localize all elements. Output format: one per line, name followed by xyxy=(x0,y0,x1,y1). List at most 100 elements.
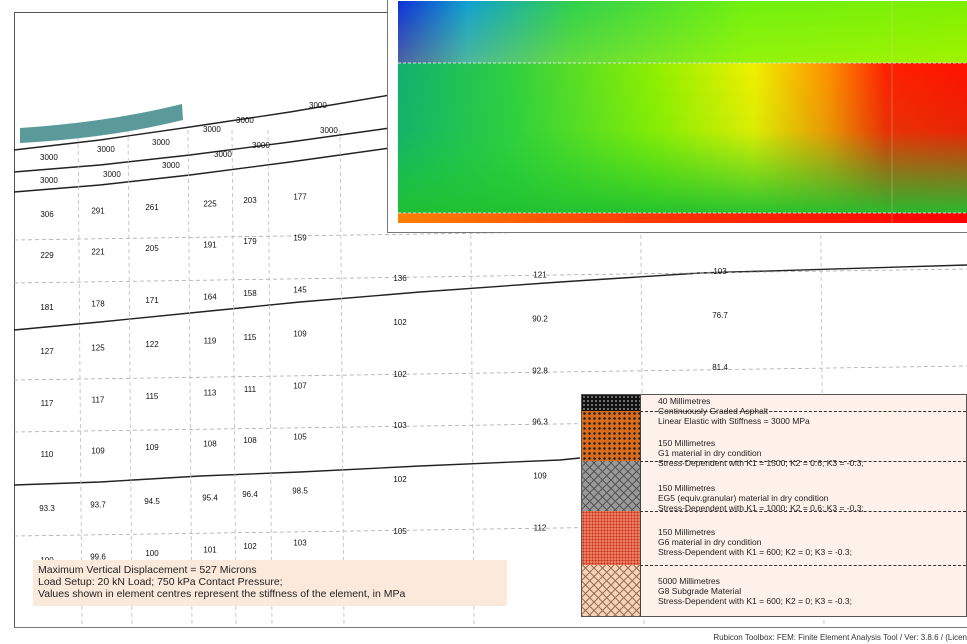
stiffness-value-label: 117 xyxy=(41,399,54,408)
stiffness-value-label: 261 xyxy=(145,203,159,212)
stiffness-value-label: 291 xyxy=(91,207,105,216)
stiffness-value-label: 103 xyxy=(393,421,407,430)
mesh-grid-line xyxy=(127,129,133,628)
layer-separator xyxy=(640,565,966,566)
layer-description: 5000 Millimetres G8 Subgrade Material Stre… xyxy=(658,576,852,606)
layer-pattern-swatch xyxy=(582,511,641,565)
layer-thickness: 150 Millimetres xyxy=(658,527,716,537)
values-note-text: Values shown in element centres represen… xyxy=(38,588,406,600)
stiffness-value-label: 101 xyxy=(203,546,217,555)
asphalt-stiffness-label: 3000 xyxy=(214,150,232,159)
layer-interface-line xyxy=(13,94,391,151)
asphalt-stiffness-label: 3000 xyxy=(97,145,115,154)
layer-thickness: 40 Millimetres xyxy=(658,396,711,406)
layer-pattern-swatch xyxy=(582,565,641,616)
layer-pattern-swatch xyxy=(582,461,641,511)
stiffness-value-label: 191 xyxy=(203,241,217,250)
legend-layer: 150 Millimetres G6 material in dry condit… xyxy=(582,511,966,565)
layer-model: Linear Elastic with Stiffness = 3000 MPa xyxy=(658,416,810,426)
stiffness-value-label: 109 xyxy=(145,443,159,452)
stiffness-value-label: 221 xyxy=(91,248,105,257)
legend-layer: 40 Millimetres Continuously Graded Asphal… xyxy=(582,395,966,426)
stiffness-value-label: 181 xyxy=(40,303,54,312)
stiffness-value-label: 306 xyxy=(40,210,54,219)
stiffness-value-label: 115 xyxy=(146,392,159,401)
legend-layer: 150 Millimetres G1 material in dry condit… xyxy=(582,411,966,468)
frame-left-border xyxy=(14,12,15,627)
stiffness-value-label: 125 xyxy=(91,344,105,353)
stiffness-value-label: 103 xyxy=(293,539,307,548)
frame-bottom-border xyxy=(14,627,967,628)
asphalt-stiffness-label: 3000 xyxy=(103,170,121,179)
contour-graphic xyxy=(398,1,967,223)
asphalt-stiffness-label: 3000 xyxy=(40,153,58,162)
mesh-grid-line xyxy=(267,129,273,628)
layer-separator xyxy=(640,511,966,512)
stiffness-value-label: 178 xyxy=(91,300,105,309)
stiffness-value-label: 159 xyxy=(293,234,307,243)
asphalt-stiffness-label: 3000 xyxy=(40,176,58,185)
stiffness-value-label: 115 xyxy=(244,333,257,342)
mesh-grid-line xyxy=(187,129,193,628)
stiffness-value-label: 117 xyxy=(92,396,105,405)
legend-layer: 5000 Millimetres G8 Subgrade Material Stre… xyxy=(582,565,966,616)
stiffness-value-label: 113 xyxy=(204,389,217,398)
stiffness-value-label: 105 xyxy=(293,433,307,442)
layer-thickness: 5000 Millimetres xyxy=(658,576,720,586)
stress-contour-plot xyxy=(387,0,967,233)
layer-pattern-swatch xyxy=(582,395,641,411)
stiffness-value-label: 96.3 xyxy=(532,418,548,427)
stiffness-value-label: 111 xyxy=(244,385,257,394)
stiffness-value-label: 99.6 xyxy=(90,553,106,562)
stiffness-value-label: 127 xyxy=(40,347,54,356)
layer-thickness: 150 Millimetres xyxy=(658,483,716,493)
layer-separator xyxy=(640,411,966,412)
layer-description: 150 Millimetres EG5 (equiv.granular) mate… xyxy=(658,483,864,513)
stiffness-value-label: 90.2 xyxy=(532,315,548,324)
stiffness-value-label: 203 xyxy=(243,196,257,205)
stiffness-value-label: 98.5 xyxy=(292,487,308,496)
stiffness-value-label: 102 xyxy=(243,542,257,551)
stiffness-value-label: 76.7 xyxy=(712,311,728,320)
layer-material: EG5 (equiv.granular) material in dry con… xyxy=(658,493,829,503)
layer-thickness: 150 Millimetres xyxy=(658,438,716,448)
stiffness-value-label: 103 xyxy=(713,267,727,276)
mesh-grid-line xyxy=(13,365,967,381)
stiffness-value-label: 95.4 xyxy=(202,494,218,503)
stiffness-value-label: 119 xyxy=(204,337,217,346)
layer-interface-line xyxy=(13,127,391,173)
stiffness-value-label: 164 xyxy=(203,293,217,302)
footer-version-text: Rubicon Toolbox: FEM: Finite Element Ana… xyxy=(713,633,967,642)
stiffness-value-label: 92.8 xyxy=(532,367,548,376)
legend-layer: 150 Millimetres EG5 (equiv.granular) mate… xyxy=(582,461,966,513)
layer-model: Stress-Dependent with K1 = 600; K2 = 0; … xyxy=(658,547,852,557)
stiffness-value-label: 94.5 xyxy=(144,497,160,506)
mesh-grid-line xyxy=(13,268,967,284)
stiffness-value-label: 122 xyxy=(145,340,159,349)
asphalt-stiffness-label: 3000 xyxy=(152,138,170,147)
stiffness-value-label: 81.4 xyxy=(712,363,728,372)
asphalt-stiffness-label: 3000 xyxy=(320,126,338,135)
stiffness-value-label: 102 xyxy=(393,475,407,484)
mesh-grid-line xyxy=(339,129,345,628)
layer-interface-line xyxy=(13,457,581,486)
stiffness-value-label: 100 xyxy=(145,549,159,558)
stiffness-value-label: 110 xyxy=(41,450,54,459)
layer-description: 150 Millimetres G1 material in dry condit… xyxy=(658,438,864,468)
load-setup-text: Load Setup: 20 kN Load; 750 kPa Contact … xyxy=(38,576,283,588)
layer-description: 150 Millimetres G6 material in dry condit… xyxy=(658,527,852,557)
layer-interface-line xyxy=(13,264,967,331)
stiffness-value-label: 145 xyxy=(293,286,307,295)
stiffness-value-label: 229 xyxy=(40,251,54,260)
stiffness-value-label: 179 xyxy=(243,237,257,246)
stiffness-value-label: 96.4 xyxy=(242,490,258,499)
layer-model: Stress-Dependent with K1 = 1000; K2 = 0.… xyxy=(658,503,864,513)
mesh-grid-line xyxy=(77,129,83,628)
layer-material: G8 Subgrade Material xyxy=(658,586,742,596)
stiffness-value-label: 93.3 xyxy=(39,504,55,513)
stiffness-value-label: 205 xyxy=(145,244,159,253)
stiffness-value-label: 108 xyxy=(203,440,217,449)
stiffness-value-label: 158 xyxy=(243,289,257,298)
stiffness-value-label: 177 xyxy=(293,193,307,202)
